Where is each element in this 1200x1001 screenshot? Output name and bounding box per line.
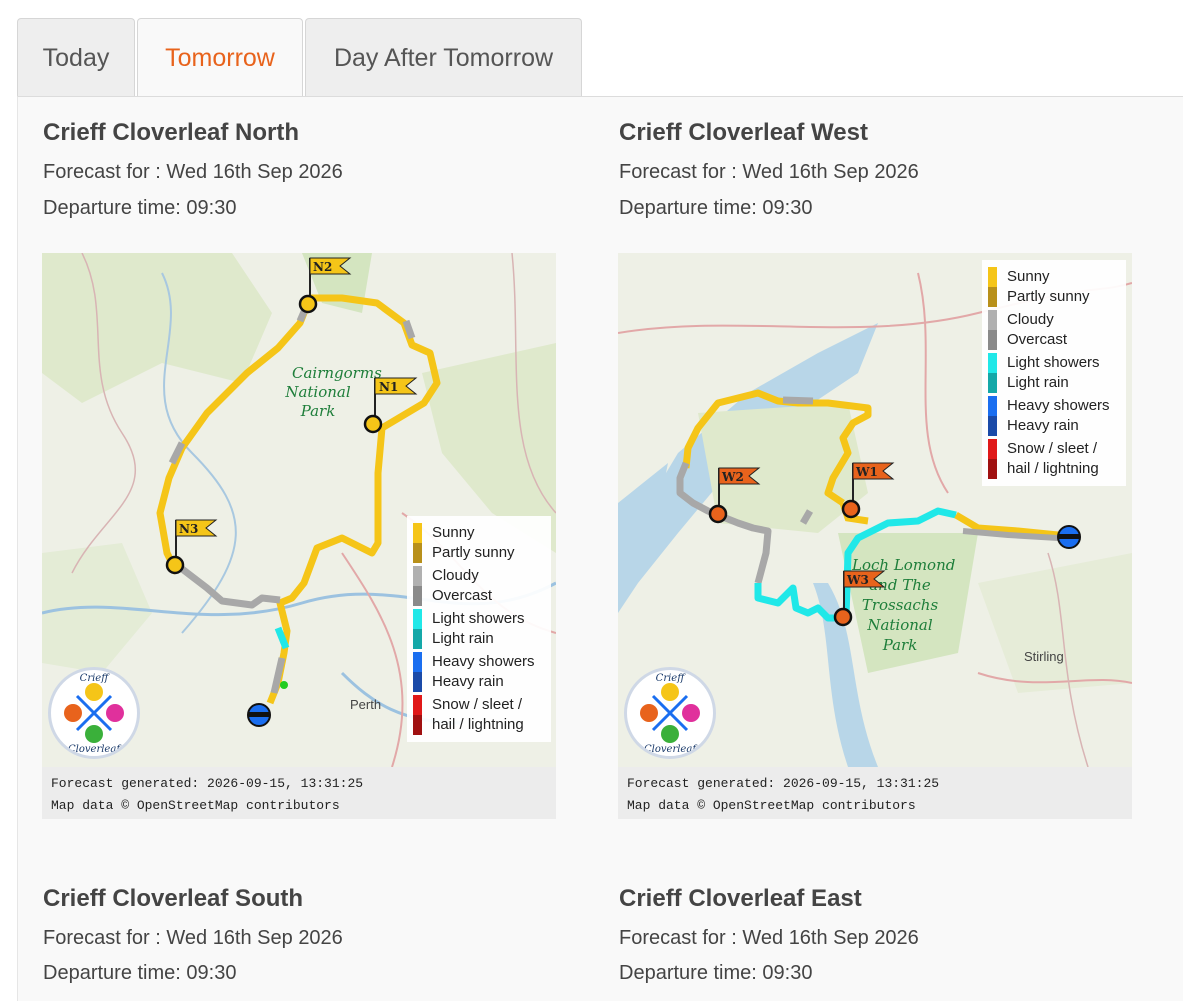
legend-cloudy: Cloudy xyxy=(432,567,479,584)
route-title: Crieff Cloverleaf West xyxy=(619,119,868,146)
place-label-stirling: Stirling xyxy=(1024,649,1064,664)
map-footer: Forecast generated: 2026-09-15, 13:31:25… xyxy=(618,767,1132,819)
route-card-north: Crieff Cloverleaf North Forecast for : W… xyxy=(43,118,563,220)
legend-light-rain: Light rain xyxy=(432,630,494,647)
map-label-5: Park xyxy=(882,636,918,654)
departure-time: Departure time: 09:30 xyxy=(619,197,813,219)
forecast-generated: Forecast generated: 2026-09-15, 13:31:25 xyxy=(627,776,940,791)
flag-n3-icon: N3 xyxy=(165,519,218,575)
map-label-4: National xyxy=(866,616,933,634)
map-label-2: and The xyxy=(869,576,931,594)
start-marker-icon xyxy=(247,703,271,727)
route-title: Crieff Cloverleaf East xyxy=(619,885,862,912)
map-label-2: National xyxy=(284,383,351,401)
legend-light-showers: Light showers xyxy=(432,610,525,627)
forecast-date: Forecast for : Wed 16th Sep 2026 xyxy=(43,161,343,183)
weather-legend: Sunny Partly sunny Cloudy Overcast Light s… xyxy=(407,516,551,742)
forecast-date: Forecast for : Wed 16th Sep 2026 xyxy=(43,927,343,949)
legend-light-rain: Light rain xyxy=(1007,374,1069,391)
svg-text:Cloverleaf: Cloverleaf xyxy=(644,744,698,755)
legend-heavy-showers: Heavy showers xyxy=(1007,397,1110,414)
legend-heavy-showers: Heavy showers xyxy=(432,653,535,670)
legend-overcast: Overcast xyxy=(432,587,493,604)
svg-text:Cloverleaf: Cloverleaf xyxy=(68,744,122,755)
route-map-north[interactable]: Cairngorms National Park Perth N1 xyxy=(42,253,556,819)
legend-hail-lightning: hail / lightning xyxy=(1007,460,1099,477)
forecast-day-tabs: Today Tomorrow Day After Tomorrow xyxy=(17,18,584,97)
legend-cloudy: Cloudy xyxy=(1007,311,1054,328)
flag-w3-icon: W3 xyxy=(833,570,886,627)
svg-text:N3: N3 xyxy=(179,522,198,536)
forecast-date: Forecast for : Wed 16th Sep 2026 xyxy=(619,927,919,949)
flag-n2-icon: N2 xyxy=(298,257,352,314)
departure-time: Departure time: 09:30 xyxy=(619,962,813,984)
route-title: Crieff Cloverleaf South xyxy=(43,885,304,912)
flag-n1-icon: N1 xyxy=(363,377,418,434)
cloverleaf-logo: Crieff Cloverleaf xyxy=(48,667,140,759)
route-card-west: Crieff Cloverleaf West Forecast for : We… xyxy=(619,118,1139,220)
svg-text:W3: W3 xyxy=(846,573,869,587)
start-marker-icon xyxy=(1057,525,1081,549)
weather-legend: Sunny Partly sunny Cloudy Overcast Light s… xyxy=(982,260,1126,486)
route-card-east: Crieff Cloverleaf East Forecast for : We… xyxy=(619,884,1139,985)
route-map-west[interactable]: Loch Lomond and The Trossachs National P… xyxy=(618,253,1132,819)
legend-light-showers: Light showers xyxy=(1007,354,1100,371)
place-label-perth: Perth xyxy=(350,697,381,712)
forecast-generated: Forecast generated: 2026-09-15, 13:31:25 xyxy=(51,776,364,791)
legend-partly-sunny: Partly sunny xyxy=(1007,288,1090,305)
map-footer: Forecast generated: 2026-09-15, 13:31:25… xyxy=(42,767,556,819)
svg-text:N1: N1 xyxy=(379,380,398,394)
map-attribution: Map data © OpenStreetMap contributors xyxy=(51,798,340,813)
route-card-south: Crieff Cloverleaf South Forecast for : W… xyxy=(43,884,563,985)
map-label-3: Park xyxy=(300,402,336,420)
legend-sunny: Sunny xyxy=(1007,268,1050,285)
legend-hail-lightning: hail / lightning xyxy=(432,716,524,733)
departure-time: Departure time: 09:30 xyxy=(43,962,237,984)
legend-partly-sunny: Partly sunny xyxy=(432,544,515,561)
cloverleaf-logo: Crieff Cloverleaf xyxy=(624,667,716,759)
flag-w2-icon: W2 xyxy=(708,467,761,524)
departure-time: Departure time: 09:30 xyxy=(43,197,237,219)
legend-snow: Snow / sleet / xyxy=(432,696,523,713)
map-attribution: Map data © OpenStreetMap contributors xyxy=(627,798,916,813)
legend-heavy-rain: Heavy rain xyxy=(1007,417,1079,434)
tab-tomorrow[interactable]: Tomorrow xyxy=(137,18,303,97)
forecast-date: Forecast for : Wed 16th Sep 2026 xyxy=(619,161,919,183)
legend-sunny: Sunny xyxy=(432,524,475,541)
svg-text:N2: N2 xyxy=(313,260,332,274)
svg-text:Crieff: Crieff xyxy=(80,673,111,684)
map-label-3: Trossachs xyxy=(862,596,939,614)
legend-snow: Snow / sleet / xyxy=(1007,440,1098,457)
svg-text:Crieff: Crieff xyxy=(656,673,687,684)
flag-w1-icon: W1 xyxy=(841,462,895,519)
svg-text:W2: W2 xyxy=(721,470,744,484)
legend-overcast: Overcast xyxy=(1007,331,1068,348)
svg-text:W1: W1 xyxy=(855,465,878,479)
map-label-1: Loch Lomond xyxy=(851,556,955,574)
map-label-1: Cairngorms xyxy=(292,364,382,382)
legend-heavy-rain: Heavy rain xyxy=(432,673,504,690)
route-title: Crieff Cloverleaf North xyxy=(43,119,300,146)
tab-today[interactable]: Today xyxy=(17,18,135,97)
tab-day-after-tomorrow[interactable]: Day After Tomorrow xyxy=(305,18,582,97)
